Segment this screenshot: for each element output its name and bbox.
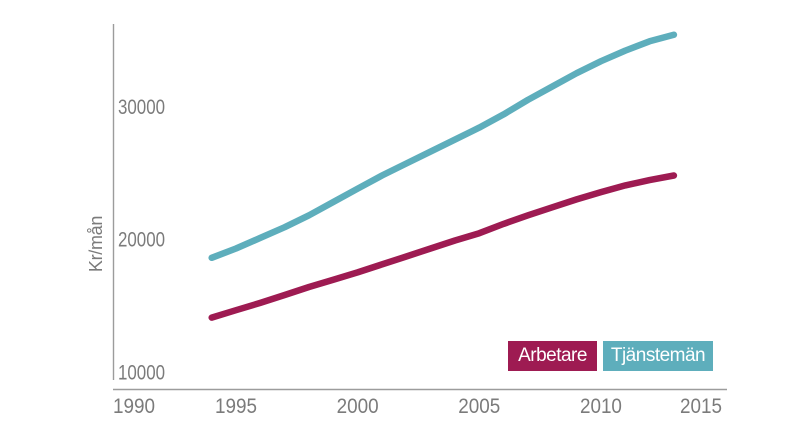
y-axis-label: Kr/mån (86, 215, 106, 273)
legend-item-tjansteman: Tjänstemän (603, 341, 713, 371)
x-tick-label: 1995 (215, 395, 257, 418)
y-tick-label: 30000 (118, 96, 165, 119)
x-tick-label: 2005 (458, 395, 500, 418)
y-tick-label: 20000 (118, 229, 165, 252)
chart-legend: Arbetare Tjänstemän (508, 341, 713, 371)
x-tick-label: 2015 (680, 395, 722, 418)
x-tick-label: 1990 (113, 395, 155, 418)
legend-item-arbetare: Arbetare (508, 341, 597, 371)
y-tick-label: 10000 (118, 362, 165, 385)
series-line-tjnstemn (208, 31, 678, 262)
x-tick-label: 2010 (580, 395, 622, 418)
x-tick-label: 2000 (337, 395, 379, 418)
series-line-arbetare (208, 172, 678, 321)
